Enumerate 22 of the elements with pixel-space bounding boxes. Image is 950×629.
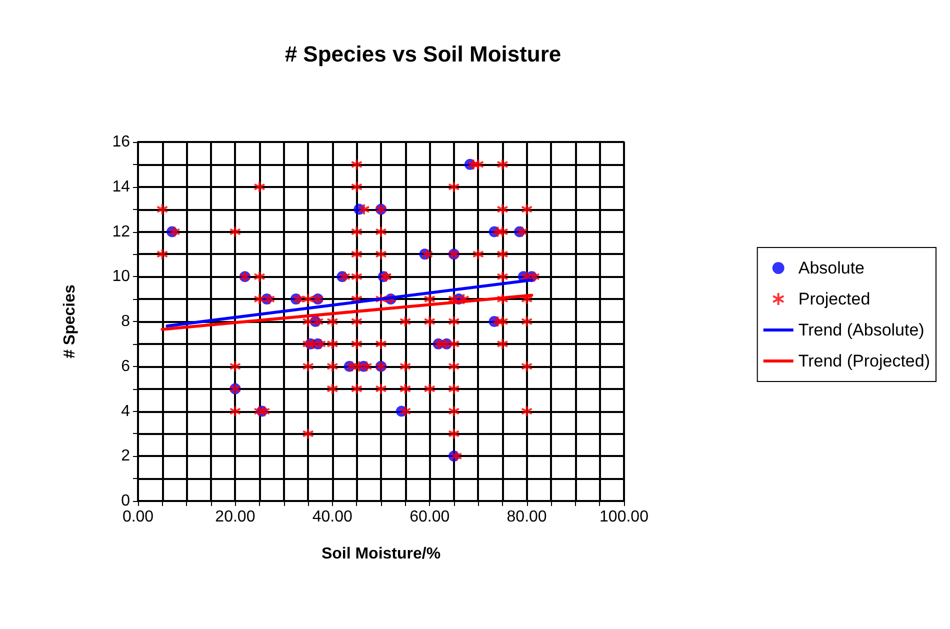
chart-title: # Species vs Soil Moisture [284, 42, 562, 66]
x-tick-label: 80.00 [506, 508, 547, 526]
y-tick-label: 0 [121, 492, 130, 510]
x-axis-title: Soil Moisture/% [321, 546, 441, 562]
y-tick-label: 10 [112, 268, 130, 286]
legend-label: Absolute [798, 258, 865, 278]
x-tick-label: 100.00 [600, 508, 649, 526]
x-tick-label: 20.00 [215, 508, 256, 526]
y-tick-label: 8 [121, 313, 130, 330]
y-axis-title: # Species [62, 284, 78, 358]
x-tick-label: 60.00 [410, 508, 450, 526]
legend-label: Trend (Absolute) [798, 320, 924, 340]
y-tick-label: 14 [112, 178, 130, 196]
y-tick-label: 4 [121, 402, 130, 420]
y-tick-label: 2 [121, 448, 130, 465]
y-tick-label: 16 [112, 134, 130, 150]
y-tick-label: 12 [112, 223, 130, 240]
x-tick-label: 40.00 [312, 508, 353, 526]
legend-label: Projected [798, 290, 870, 308]
x-tick-label: 0.00 [122, 508, 154, 526]
legend-label: Trend (Projected) [798, 352, 930, 370]
y-tick-label: 6 [121, 358, 130, 375]
